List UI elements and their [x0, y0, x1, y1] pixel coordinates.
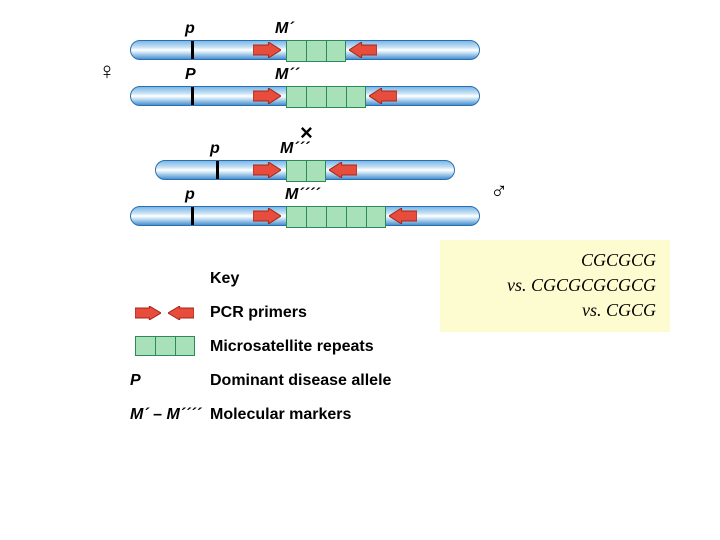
- primer-right-arrow-icon: [253, 208, 281, 229]
- primer-right-arrow-icon: [253, 162, 281, 183]
- microsatellite-repeat: [286, 40, 346, 62]
- sequence-line: vs. CGCGCGCGCG: [454, 273, 656, 298]
- sequence-comparison-box: CGCGCGvs. CGCGCGCGCGvs. CGCG: [440, 240, 670, 332]
- primer-left-arrow-icon: [369, 88, 397, 109]
- key-primer-left-icon: [168, 306, 194, 325]
- chromosome-f2: [130, 86, 480, 106]
- chromosome-m2: [130, 206, 480, 226]
- key-row-label: PCR primers: [210, 304, 307, 322]
- primer-left-arrow-icon: [389, 208, 417, 229]
- key-row-label: Microsatellite repeats: [210, 338, 374, 356]
- key-row-label: Dominant disease allele: [210, 372, 391, 390]
- cross-symbol: ×: [300, 120, 313, 146]
- locus-mark: [191, 87, 194, 105]
- microsatellite-repeat: [286, 160, 326, 182]
- sequence-line: CGCGCG: [454, 248, 656, 273]
- marker-label: M´: [275, 20, 294, 38]
- key-title: Key: [210, 270, 239, 288]
- locus-label: p: [185, 186, 195, 204]
- locus-mark: [216, 161, 219, 179]
- chromosome-m1: [155, 160, 455, 180]
- locus-mark: [191, 207, 194, 225]
- marker-label: M´´´´: [285, 186, 320, 204]
- microsatellite-repeat: [286, 86, 366, 108]
- primer-left-arrow-icon: [329, 162, 357, 183]
- primer-right-arrow-icon: [253, 42, 281, 63]
- key-symbol-text: P: [130, 372, 215, 390]
- key-row-label: Molecular markers: [210, 406, 351, 424]
- locus-label: p: [210, 140, 220, 158]
- locus-label: P: [185, 66, 196, 84]
- female-symbol-icon: ♀: [98, 58, 116, 86]
- marker-label: M´´: [275, 66, 299, 84]
- locus-mark: [191, 41, 194, 59]
- key-repeat-icon: [135, 336, 195, 356]
- key-symbol-text: M´ – M´´´´: [130, 406, 215, 424]
- microsatellite-repeat: [286, 206, 386, 228]
- key-primer-right-icon: [135, 306, 161, 325]
- chromosome-f1: [130, 40, 480, 60]
- primer-left-arrow-icon: [349, 42, 377, 63]
- locus-label: p: [185, 20, 195, 38]
- male-symbol-icon: ♂: [490, 178, 508, 206]
- primer-right-arrow-icon: [253, 88, 281, 109]
- sequence-line: vs. CGCG: [454, 298, 656, 323]
